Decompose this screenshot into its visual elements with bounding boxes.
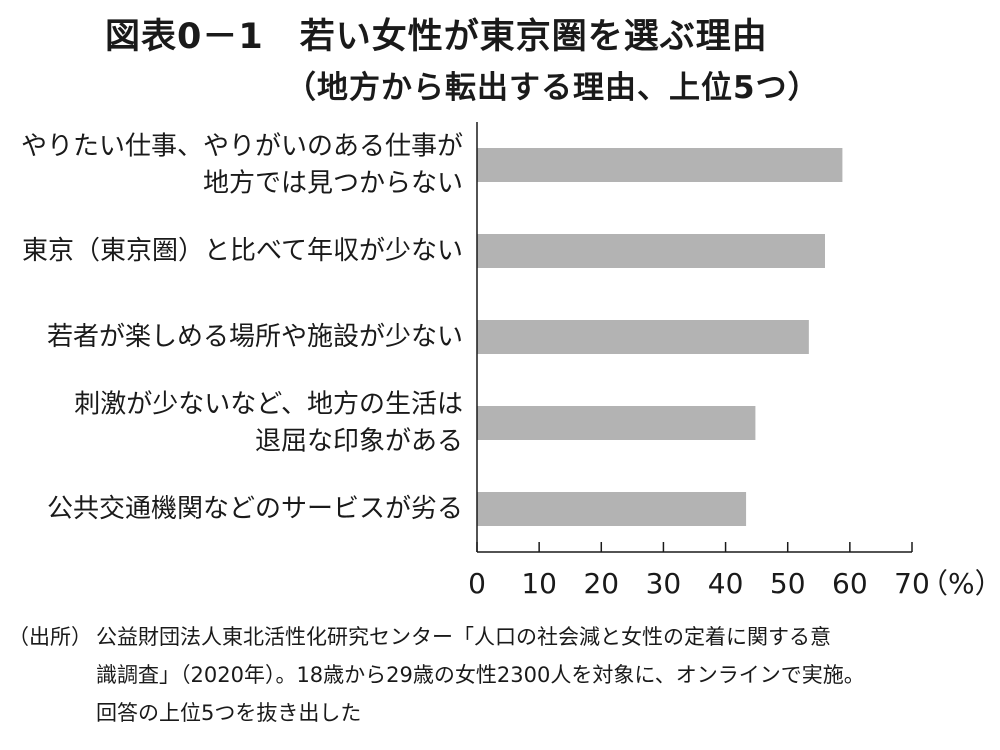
bars-layer bbox=[477, 148, 843, 526]
category-label-5-line-1: 公共交通機関などのサービスが劣る bbox=[47, 494, 463, 524]
chart-subtitle: （地方から転出する理由、上位5つ） bbox=[285, 70, 820, 106]
category-label-3-line-1: 若者が楽しめる場所や施設が少ない bbox=[47, 322, 463, 352]
x-tick-label-50: 50 bbox=[770, 567, 806, 600]
x-tick-label-10: 10 bbox=[521, 567, 557, 600]
bar-4 bbox=[477, 406, 756, 440]
bar-3 bbox=[477, 320, 809, 354]
source-body: 公益財団法人東北活性化研究センター「人口の社会減と女性の定着に関する意 識調査」… bbox=[96, 618, 991, 732]
category-label-1-line-2: 地方では見つからない bbox=[203, 169, 463, 199]
bar-2 bbox=[477, 234, 825, 268]
category-label-1-line-1: やりたい仕事、やりがいのある仕事が bbox=[21, 132, 463, 162]
x-tick-label-60: 60 bbox=[832, 567, 868, 600]
source-note: （出所） 公益財団法人東北活性化研究センター「人口の社会減と女性の定着に関する意… bbox=[8, 618, 993, 732]
x-tick-label-70: 70 bbox=[894, 567, 930, 600]
chart-title: 図表0－1 若い女性が東京圏を選ぶ理由 bbox=[105, 17, 768, 57]
category-labels: やりたい仕事、やりがいのある仕事が地方では見つからない東京（東京圏）と比べて年収… bbox=[21, 132, 463, 525]
source-line-1: 公益財団法人東北活性化研究センター「人口の社会減と女性の定着に関する意 bbox=[96, 625, 831, 649]
category-label-4-line-2: 退屈な印象がある bbox=[255, 427, 463, 457]
x-tick-label-40: 40 bbox=[708, 567, 744, 600]
x-axis-unit-label: （%） bbox=[920, 567, 1000, 600]
x-tick-label-0: 0 bbox=[468, 567, 486, 600]
bar-chart: やりたい仕事、やりがいのある仕事が地方では見つからない東京（東京圏）と比べて年収… bbox=[21, 122, 1000, 600]
bar-1 bbox=[477, 148, 843, 182]
category-label-2-line-1: 東京（東京圏）と比べて年収が少ない bbox=[22, 236, 463, 266]
x-tick-label-20: 20 bbox=[583, 567, 619, 600]
category-label-4-line-1: 刺激が少ないなど、地方の生活は bbox=[74, 390, 463, 420]
bar-5 bbox=[477, 492, 747, 526]
source-prefix: （出所） bbox=[8, 625, 92, 649]
source-line-2: 識調査」（2020年）。18歳から29歳の女性2300人を対象に、オンラインで実… bbox=[96, 663, 865, 687]
x-tick-label-30: 30 bbox=[646, 567, 682, 600]
x-axis-ticks: 0 10 20 30 40 50 60 70（%） bbox=[468, 542, 1000, 600]
source-line-3: 回答の上位5つを抜き出した bbox=[96, 701, 362, 725]
